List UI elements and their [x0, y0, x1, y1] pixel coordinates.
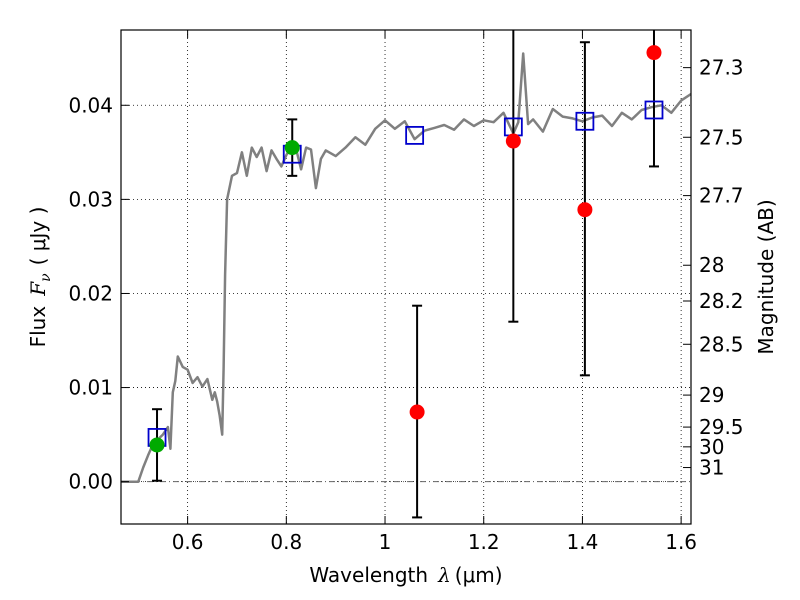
- detection-point-1: [284, 140, 300, 156]
- x-tick-label-5: 1.6: [665, 530, 697, 554]
- y2-tick-label-9: 31: [699, 456, 724, 480]
- model-photometry-square-5: [644, 100, 664, 120]
- y2-tick-label-1: 27.5: [699, 125, 744, 149]
- x-axis-label-text: Wavelength: [309, 563, 428, 587]
- y-axis-label-text: Flux: [26, 306, 50, 348]
- y2-tick-label-0: 27.3: [699, 56, 744, 80]
- nondetection-point-0: [409, 404, 425, 420]
- y-tick-label-4: 0.04: [68, 93, 113, 117]
- x-ticks: 0.6 0.8 1 1.2 1.4 1.6: [172, 30, 697, 554]
- y2-tick-label-3: 28: [699, 253, 724, 277]
- y-tick-label-0: 0.00: [68, 470, 113, 494]
- y2-tick-label-2: 27.7: [699, 184, 744, 208]
- detection-point-0: [149, 437, 165, 453]
- y-ticks: 0.00 0.01 0.02 0.03 0.04: [68, 93, 129, 494]
- x-tick-label-3: 1.2: [468, 530, 500, 554]
- error-bars: [152, 30, 659, 519]
- y2-tick-label-4: 28.2: [699, 289, 744, 313]
- y2-axis-label: Magnitude (AB): [754, 199, 778, 354]
- y2-tick-label-8: 30: [699, 435, 724, 459]
- x-axis-label-unit: (μm): [455, 563, 503, 587]
- y2-tick-label-6: 29: [699, 383, 724, 407]
- nondetection-point-3: [646, 45, 662, 61]
- y-axis-label: Flux Fν ( μJy ): [26, 207, 54, 348]
- nondetection-point-2: [577, 202, 593, 218]
- y-axis-label-unit: ( μJy ): [26, 207, 50, 266]
- model-photometry-square-4: [575, 111, 595, 131]
- x-tick-label-4: 1.4: [567, 530, 599, 554]
- x-tick-label-2: 1: [379, 530, 392, 554]
- x-tick-label-0: 0.6: [172, 530, 204, 554]
- observed-points: [149, 45, 662, 453]
- x-tick-label-1: 0.8: [270, 530, 302, 554]
- y-axis-label-symbol: F: [26, 281, 50, 297]
- sed-model-line: [121, 52, 691, 483]
- y-tick-label-2: 0.02: [68, 281, 113, 305]
- y-tick-label-1: 0.01: [68, 376, 113, 400]
- y2-tick-label-5: 28.5: [699, 332, 744, 356]
- x-axis-label: Wavelength λ (μm): [309, 563, 502, 587]
- y2-tick-label-7: 29.5: [699, 415, 744, 439]
- nondetection-point-1: [505, 133, 521, 149]
- x-axis-label-symbol: λ: [437, 563, 451, 587]
- model-photometry-square-2: [405, 125, 425, 145]
- grid-lines: [121, 30, 691, 524]
- y-tick-label-3: 0.03: [68, 187, 113, 211]
- plot-frame: [120, 29, 692, 525]
- y-axis-label-subscript: ν: [38, 273, 54, 282]
